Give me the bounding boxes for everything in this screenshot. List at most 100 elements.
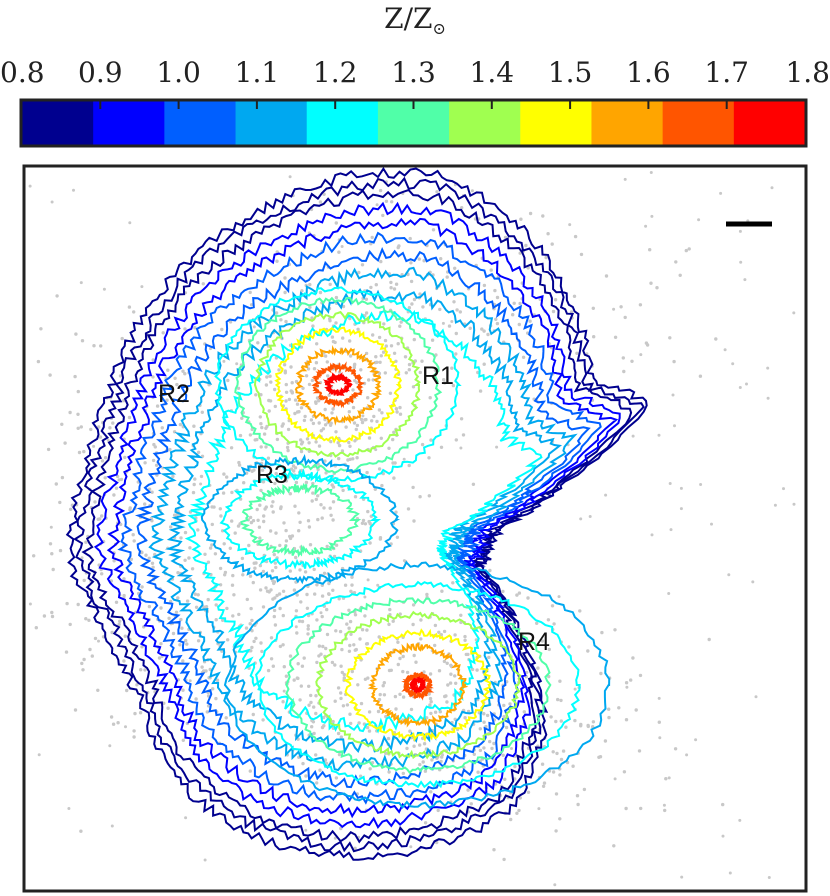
background-point — [377, 467, 382, 471]
background-point — [550, 242, 554, 246]
colorbar-tick-label: 0.9 — [78, 56, 123, 89]
background-point — [251, 712, 255, 717]
background-point — [407, 306, 412, 310]
background-point — [167, 616, 171, 620]
background-point — [418, 495, 422, 499]
background-point — [32, 554, 36, 558]
background-point — [684, 248, 688, 253]
background-point — [50, 614, 55, 619]
colorbar-tick-label: 0.8 — [0, 56, 45, 89]
background-point — [435, 190, 439, 194]
background-point — [253, 566, 257, 570]
background-point — [375, 360, 379, 364]
background-point — [554, 719, 558, 724]
background-point — [559, 698, 563, 703]
background-point — [374, 283, 378, 287]
background-point — [409, 261, 413, 265]
background-point — [304, 480, 309, 485]
background-point — [368, 541, 372, 545]
background-point — [267, 409, 271, 413]
background-point — [478, 727, 482, 731]
background-point — [299, 406, 304, 410]
background-point — [384, 751, 388, 755]
background-point — [151, 358, 155, 362]
background-point — [468, 326, 472, 330]
background-point — [540, 762, 545, 766]
background-point — [333, 699, 337, 703]
background-point — [236, 386, 241, 390]
background-point — [443, 694, 447, 699]
background-point — [390, 200, 394, 204]
background-point — [674, 260, 678, 264]
background-point — [355, 423, 360, 428]
background-point — [423, 821, 428, 825]
background-point — [437, 630, 441, 634]
background-point — [419, 637, 423, 641]
background-point — [368, 521, 372, 526]
background-point — [307, 382, 312, 387]
background-point — [558, 817, 562, 821]
background-point — [445, 700, 449, 704]
background-point — [459, 446, 463, 450]
background-point — [388, 391, 393, 395]
background-point — [558, 773, 562, 777]
background-point — [417, 257, 421, 261]
background-point — [376, 583, 380, 587]
background-point — [305, 592, 309, 597]
background-point — [343, 583, 348, 587]
background-point — [346, 458, 350, 462]
contour-line — [322, 372, 353, 396]
background-point — [261, 569, 266, 574]
background-point — [573, 718, 577, 723]
background-point — [363, 522, 368, 526]
background-point — [604, 493, 608, 497]
background-point — [334, 430, 338, 434]
background-point — [320, 614, 324, 619]
background-point — [307, 525, 312, 529]
background-point — [118, 374, 123, 378]
background-point — [387, 770, 391, 774]
background-point — [277, 368, 281, 372]
background-point — [314, 753, 318, 757]
background-point — [743, 278, 747, 282]
background-point — [323, 354, 328, 358]
background-point — [284, 390, 289, 394]
background-point — [482, 283, 487, 288]
background-point — [325, 607, 329, 612]
background-point — [324, 646, 328, 651]
background-point — [341, 336, 345, 340]
background-point — [181, 369, 185, 373]
background-point — [540, 639, 545, 643]
background-point — [214, 696, 218, 701]
background-point — [279, 506, 283, 511]
background-point — [315, 618, 319, 622]
background-point — [607, 715, 611, 720]
background-point — [554, 829, 558, 833]
background-point — [518, 251, 522, 255]
background-point — [272, 581, 276, 586]
background-point — [175, 382, 179, 387]
background-point — [353, 495, 358, 499]
region-label-r2: R2 — [158, 380, 190, 408]
background-point — [314, 361, 319, 365]
background-point — [257, 525, 262, 529]
background-point — [328, 317, 332, 321]
background-point — [88, 647, 92, 652]
background-point — [240, 416, 244, 420]
background-point — [591, 720, 596, 724]
background-point — [171, 631, 176, 636]
contour-line — [117, 231, 602, 805]
background-point — [619, 305, 623, 309]
background-point — [348, 339, 352, 343]
background-point — [348, 444, 352, 448]
background-point — [300, 619, 305, 624]
background-point — [546, 232, 550, 236]
background-point — [206, 597, 210, 602]
background-point — [645, 343, 650, 347]
background-point — [262, 432, 267, 436]
background-point — [253, 438, 257, 442]
background-point — [332, 554, 337, 559]
background-point — [398, 656, 402, 661]
contour-line — [408, 675, 427, 695]
background-point — [556, 697, 560, 702]
